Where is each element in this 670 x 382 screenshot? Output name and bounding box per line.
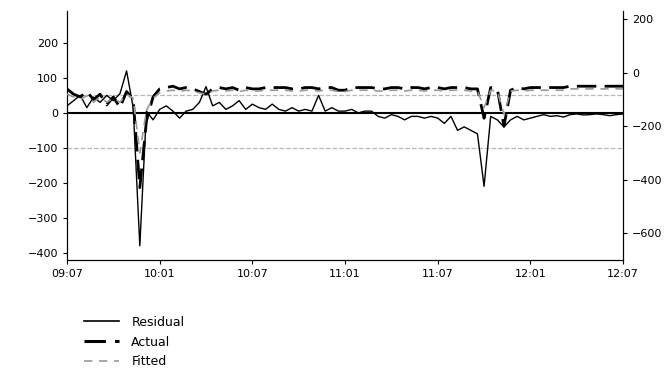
- Legend: Residual, Actual, Fitted: Residual, Actual, Fitted: [79, 311, 190, 374]
